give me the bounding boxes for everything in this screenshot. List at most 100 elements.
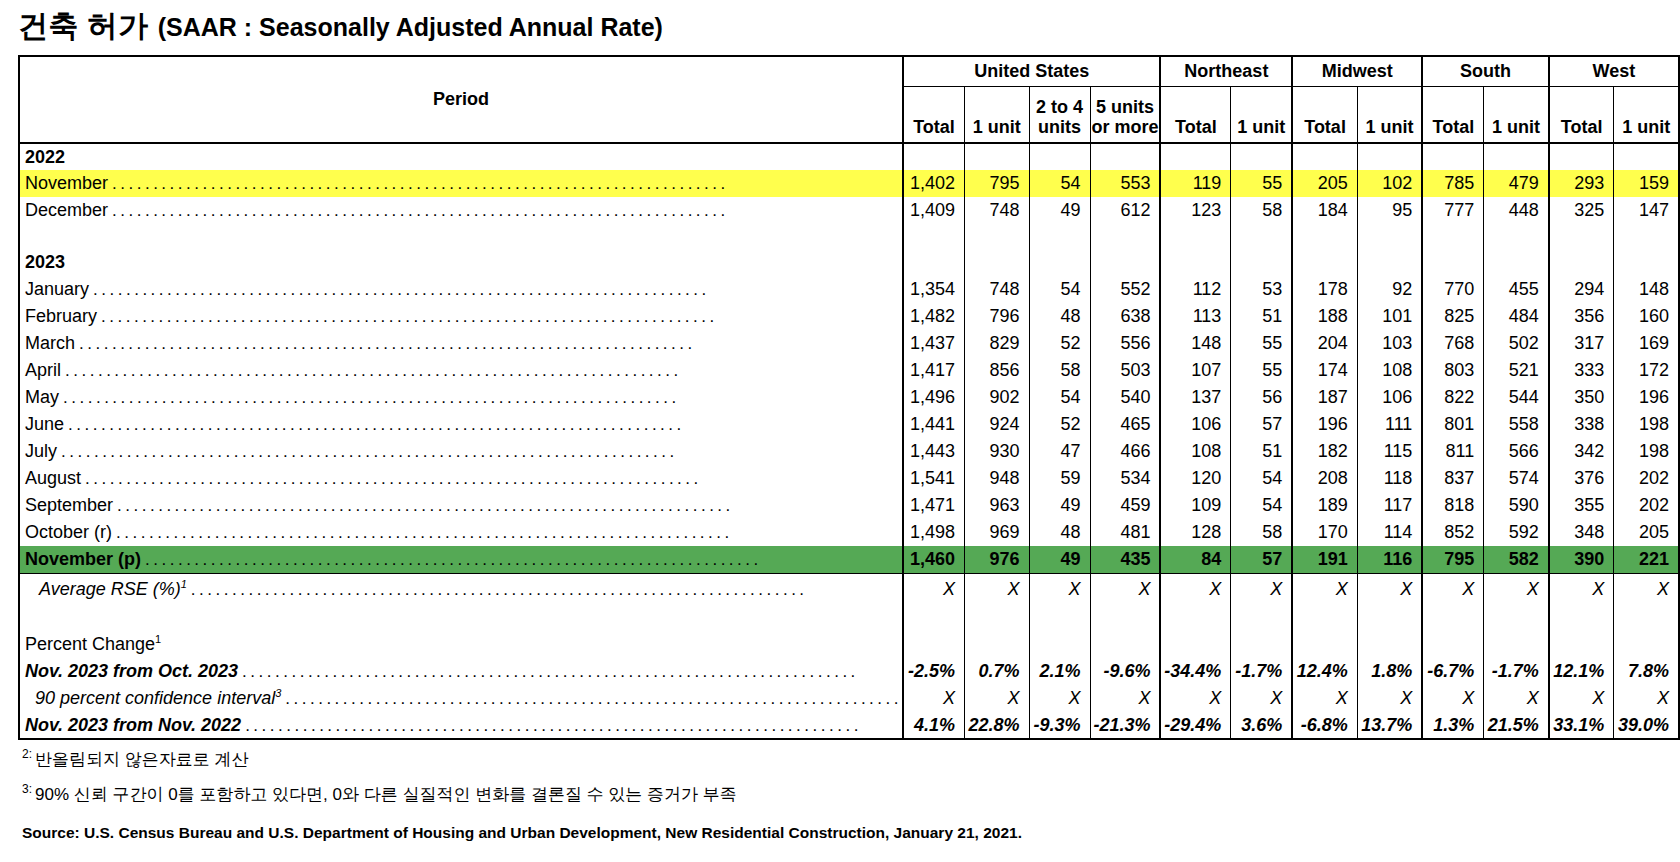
value-cell bbox=[1029, 249, 1090, 276]
value-cell bbox=[1231, 631, 1292, 658]
value-cell: 1,409 bbox=[903, 197, 964, 224]
value-cell: 459 bbox=[1090, 492, 1160, 519]
value-cell bbox=[1292, 631, 1357, 658]
value-cell: 4.1% bbox=[903, 712, 964, 739]
value-cell bbox=[1231, 224, 1292, 249]
value-cell: 196 bbox=[1292, 411, 1357, 438]
value-cell: 448 bbox=[1484, 197, 1549, 224]
value-cell bbox=[1614, 606, 1679, 631]
value-cell bbox=[1029, 631, 1090, 658]
value-cell: 1,402 bbox=[903, 170, 964, 197]
value-cell: 189 bbox=[1292, 492, 1357, 519]
leader-dots bbox=[116, 522, 902, 543]
value-cell: 137 bbox=[1160, 384, 1230, 411]
value-cell: -6.7% bbox=[1422, 658, 1483, 685]
value-cell: 205 bbox=[1292, 170, 1357, 197]
value-cell: 902 bbox=[964, 384, 1029, 411]
value-cell bbox=[1292, 224, 1357, 249]
table-row: November (p)1,46097649435845719111679558… bbox=[19, 546, 1679, 573]
value-cell: 172 bbox=[1614, 357, 1679, 384]
column-header-period: Period bbox=[19, 56, 903, 143]
group-header: South bbox=[1422, 56, 1548, 86]
value-cell: 52 bbox=[1029, 330, 1090, 357]
value-cell: X bbox=[1549, 685, 1614, 712]
value-cell bbox=[1090, 143, 1160, 170]
value-cell: 170 bbox=[1292, 519, 1357, 546]
value-cell: 47 bbox=[1029, 438, 1090, 465]
value-cell: X bbox=[1422, 685, 1483, 712]
value-cell: 521 bbox=[1484, 357, 1549, 384]
footnote-3-marker: 3: bbox=[22, 782, 32, 796]
period-cell: December bbox=[19, 197, 903, 224]
value-cell bbox=[1090, 224, 1160, 249]
value-cell: 187 bbox=[1292, 384, 1357, 411]
period-cell: February bbox=[19, 303, 903, 330]
period-cell: Nov. 2023 from Nov. 2022 bbox=[19, 712, 903, 739]
leader-dots bbox=[112, 173, 902, 194]
row-label: May bbox=[25, 387, 59, 408]
value-cell bbox=[1422, 224, 1483, 249]
value-cell: 33.1% bbox=[1549, 712, 1614, 739]
value-cell: 811 bbox=[1422, 438, 1483, 465]
value-cell: 58 bbox=[1231, 197, 1292, 224]
value-cell: 338 bbox=[1549, 411, 1614, 438]
value-cell: 1.8% bbox=[1357, 658, 1422, 685]
value-cell: 22.8% bbox=[964, 712, 1029, 739]
period-cell: Nov. 2023 from Oct. 2023 bbox=[19, 658, 903, 685]
value-cell: 221 bbox=[1614, 546, 1679, 573]
value-cell: 48 bbox=[1029, 519, 1090, 546]
value-cell: 818 bbox=[1422, 492, 1483, 519]
value-cell: -2.5% bbox=[903, 658, 964, 685]
period-cell: 2023 bbox=[19, 249, 903, 276]
value-cell bbox=[903, 249, 964, 276]
value-cell: 1,541 bbox=[903, 465, 964, 492]
value-cell bbox=[1160, 224, 1230, 249]
value-cell: X bbox=[1231, 685, 1292, 712]
footnote-3-text: 90% 신뢰 구간이 0를 포함하고 있다면, 0와 다른 실질적인 변화를 결… bbox=[35, 785, 737, 804]
period-cell: June bbox=[19, 411, 903, 438]
leader-dots bbox=[101, 306, 902, 327]
value-cell: 350 bbox=[1549, 384, 1614, 411]
table-row: May1,4969025454013756187106822544350196 bbox=[19, 384, 1679, 411]
value-cell: 544 bbox=[1484, 384, 1549, 411]
value-cell: 102 bbox=[1357, 170, 1422, 197]
value-cell bbox=[903, 143, 964, 170]
value-cell: 58 bbox=[1029, 357, 1090, 384]
value-cell: 107 bbox=[1160, 357, 1230, 384]
value-cell: 148 bbox=[1160, 330, 1230, 357]
value-cell: 174 bbox=[1292, 357, 1357, 384]
leader-dots bbox=[85, 468, 902, 489]
value-cell: -1.7% bbox=[1484, 658, 1549, 685]
value-cell: 342 bbox=[1549, 438, 1614, 465]
value-cell bbox=[1614, 631, 1679, 658]
leader-dots bbox=[79, 333, 902, 354]
period-cell: Average RSE (%)1 bbox=[19, 573, 903, 606]
row-label: August bbox=[25, 468, 81, 489]
value-cell: 202 bbox=[1614, 492, 1679, 519]
table-row: 90 percent confidence interval3XXXXXXXXX… bbox=[19, 685, 1679, 712]
value-cell: 128 bbox=[1160, 519, 1230, 546]
period-cell: October (r) bbox=[19, 519, 903, 546]
value-cell: 825 bbox=[1422, 303, 1483, 330]
period-cell: 2022 bbox=[19, 143, 903, 170]
value-cell: X bbox=[1422, 573, 1483, 606]
value-cell: 57 bbox=[1231, 411, 1292, 438]
value-cell: 114 bbox=[1357, 519, 1422, 546]
value-cell: 856 bbox=[964, 357, 1029, 384]
group-header: Midwest bbox=[1292, 56, 1422, 86]
table-row: April1,417856585031075517410880352133317… bbox=[19, 357, 1679, 384]
period-cell: March bbox=[19, 330, 903, 357]
row-label: September bbox=[25, 495, 113, 516]
value-cell: X bbox=[1292, 573, 1357, 606]
value-cell bbox=[1422, 631, 1483, 658]
value-cell bbox=[1549, 606, 1614, 631]
value-cell: 191 bbox=[1292, 546, 1357, 573]
period-cell: April bbox=[19, 357, 903, 384]
value-cell: 49 bbox=[1029, 197, 1090, 224]
leader-dots bbox=[145, 549, 902, 570]
value-cell: 55 bbox=[1231, 357, 1292, 384]
column-header: 2 to 4 units bbox=[1029, 86, 1090, 143]
leader-dots bbox=[242, 661, 902, 682]
value-cell: 49 bbox=[1029, 546, 1090, 573]
value-cell: 169 bbox=[1614, 330, 1679, 357]
